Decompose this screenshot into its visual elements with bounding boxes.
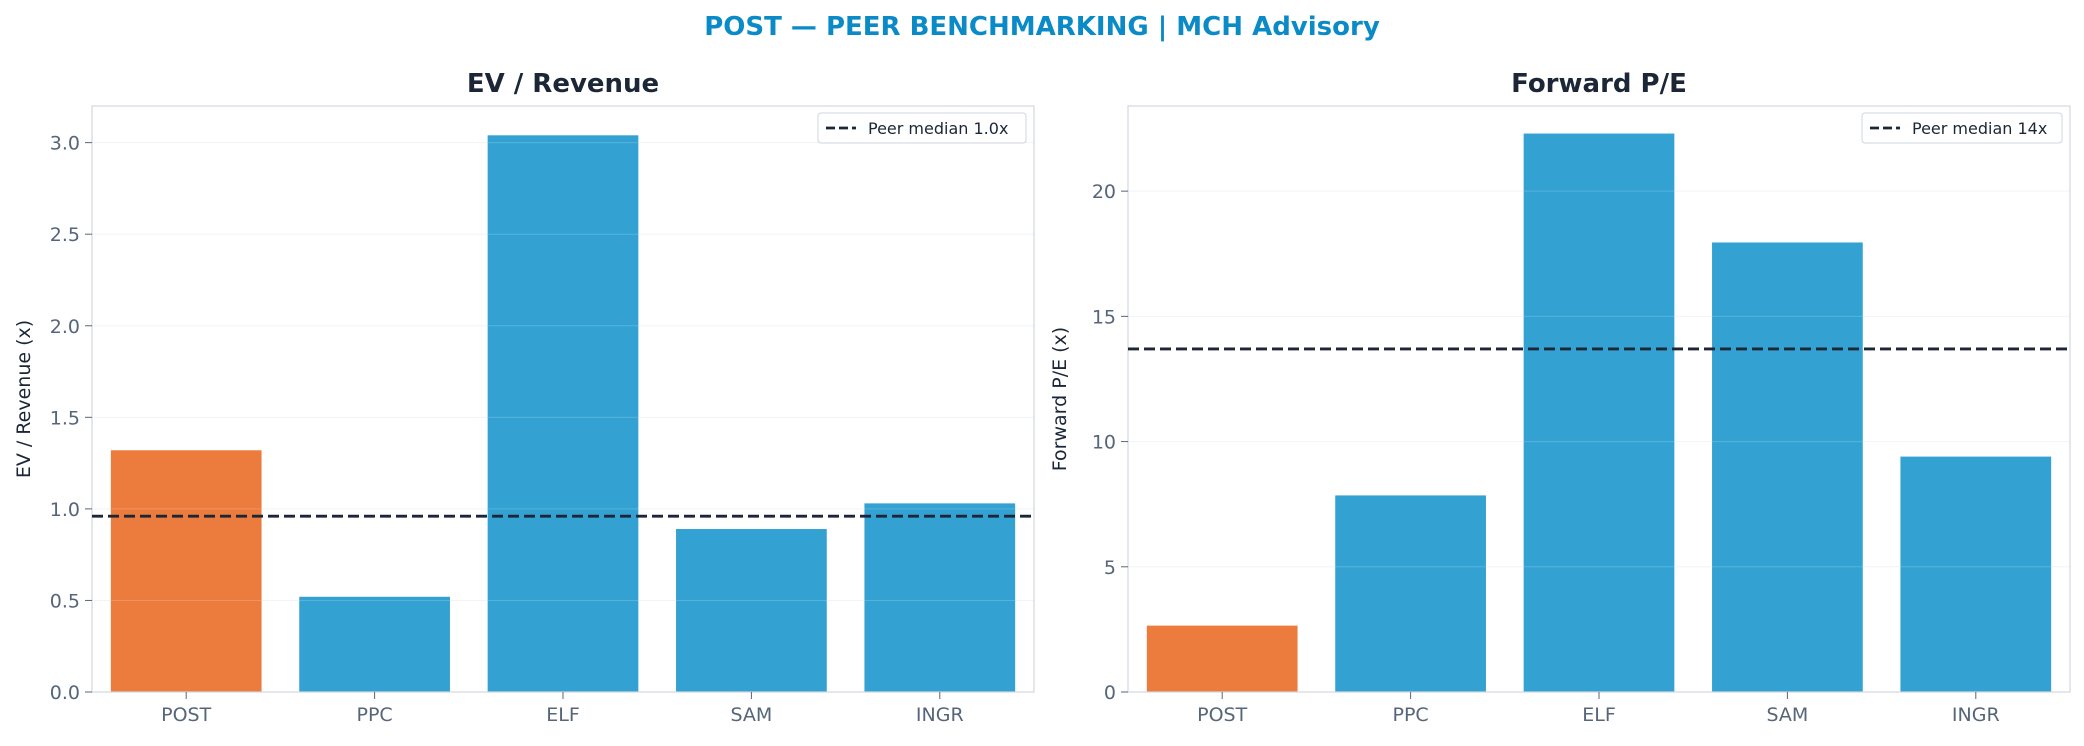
chart-panel-2: 0 5 10 15 20 POST PPC ELF SAM INGR Forward P/E Forw… <box>1049 69 2071 726</box>
bar-ingr <box>1900 456 2052 692</box>
legend: Peer median 14x <box>1861 112 2063 144</box>
chart-panel-1: 0.0 0.5 1.0 1.5 2.0 2.5 3.0 POST PPC ELF SAM INGR EV… <box>13 69 1035 726</box>
y-tick-label: 10 <box>1092 432 1116 454</box>
x-tick-label: PPC <box>1393 704 1429 726</box>
y-tick-label: 2.5 <box>50 224 80 246</box>
bar-ppc <box>299 596 450 692</box>
y-axis-label: Forward P/E (x) <box>1049 327 1071 471</box>
legend-label: Peer median 1.0x <box>868 119 1008 138</box>
bar-sam <box>676 529 827 692</box>
y-tick-label: 0.5 <box>50 590 80 612</box>
legend: Peer median 1.0x <box>817 112 1027 144</box>
legend-label: Peer median 14x <box>1912 119 2047 138</box>
bar-post <box>110 450 262 692</box>
y-tick-label: 0 <box>1104 682 1116 704</box>
x-tick-label: POST <box>1197 704 1247 726</box>
figure-title: POST — PEER BENCHMARKING | MCH Advisory <box>704 12 1380 42</box>
y-tick-label: 0.0 <box>50 682 80 704</box>
legend-box <box>1861 112 2063 144</box>
x-tick-label: SAM <box>730 704 772 726</box>
x-tick-label: PPC <box>357 704 393 726</box>
x-tick-label: ELF <box>1582 704 1616 726</box>
bar-ppc <box>1335 495 1486 692</box>
chart-title: EV / Revenue <box>467 69 659 99</box>
x-tick-label: ELF <box>546 704 580 726</box>
bar-ingr <box>864 503 1016 692</box>
x-tick-label: SAM <box>1766 704 1808 726</box>
y-tick-label: 5 <box>1104 557 1116 579</box>
x-tick-label: POST <box>161 704 211 726</box>
y-tick-label: 1.5 <box>50 407 80 429</box>
y-tick-label: 2.0 <box>50 316 80 338</box>
y-tick-label: 1.0 <box>50 499 80 521</box>
y-axis-label: EV / Revenue (x) <box>13 320 35 478</box>
y-tick-label: 20 <box>1092 181 1116 203</box>
x-tick-label: INGR <box>1952 704 2000 726</box>
legend-box <box>817 112 1027 144</box>
y-tick-label: 15 <box>1092 306 1116 328</box>
x-tick-label: INGR <box>916 704 964 726</box>
bar-post <box>1146 625 1298 692</box>
bar-elf <box>487 135 639 693</box>
bar-elf <box>1523 133 1675 693</box>
y-tick-label: 3.0 <box>50 133 80 155</box>
chart-title: Forward P/E <box>1511 69 1687 99</box>
bar-sam <box>1712 242 1863 692</box>
